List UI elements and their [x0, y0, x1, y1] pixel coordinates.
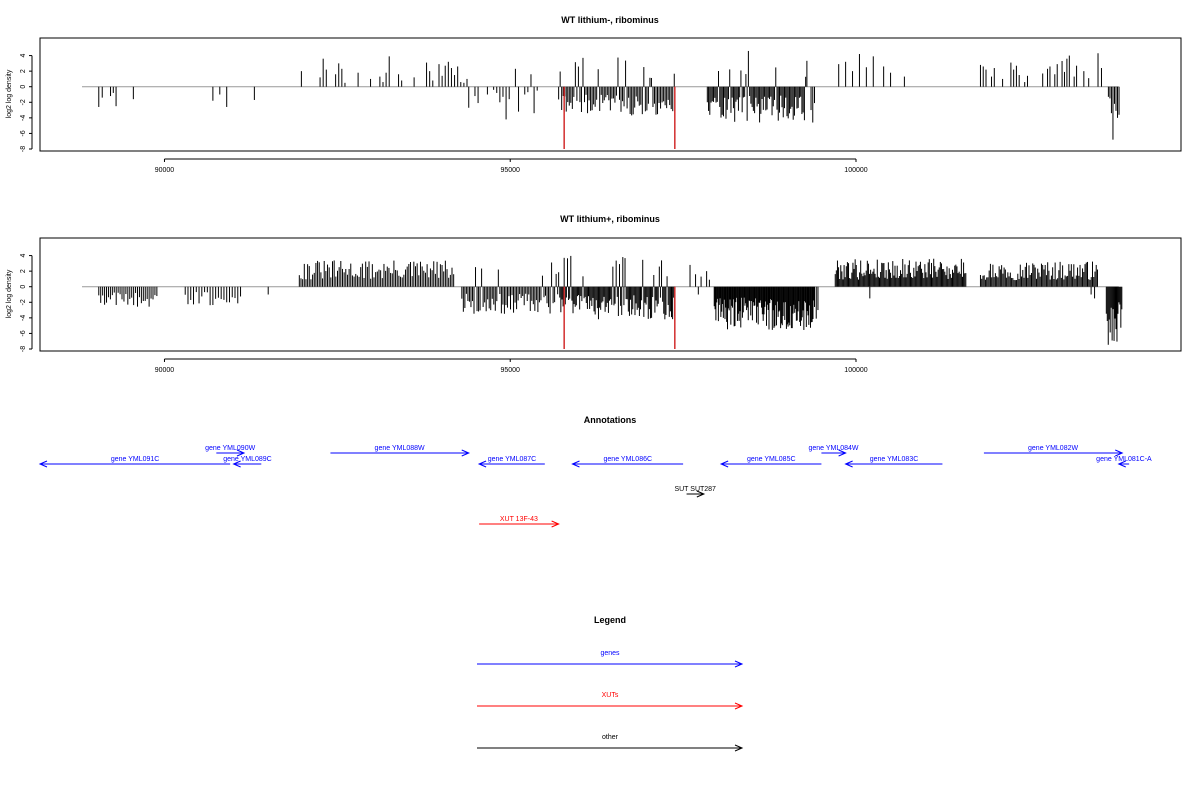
y-tick-label: 2	[20, 69, 27, 73]
feature-arrowhead	[236, 449, 246, 457]
y-tick-label: -2	[20, 99, 27, 105]
legend-item-gene: genes	[477, 650, 744, 668]
feature-arrowhead	[844, 460, 853, 468]
feature-label: gene YML082W	[1028, 445, 1078, 452]
x-tick-label: 90000	[155, 167, 175, 174]
bars-layer	[82, 50, 1120, 149]
feature-label: gene YML083C	[870, 456, 919, 463]
legend-label: other	[602, 734, 619, 741]
feature-arrowhead	[551, 520, 560, 528]
feature-arrowhead	[461, 449, 471, 457]
density-panel-lithium-minus: WT lithium-, ribominus log2 log density …	[6, 15, 1182, 174]
feature-label: gene YML091C	[111, 456, 160, 463]
y-tick-label: 2	[20, 269, 27, 273]
x-tick-label: 100000	[844, 367, 867, 374]
y-axis: 4 2 0 -2 -4 -6 -8	[20, 54, 33, 152]
feature-arrowhead	[734, 702, 744, 710]
legend-label: genes	[600, 650, 620, 657]
annotations-title: Annotations	[584, 415, 637, 425]
y-tick-label: 4	[20, 54, 27, 58]
x-tick-label: 100000	[844, 167, 867, 174]
y-tick-label: -6	[20, 130, 27, 136]
y-axis-label: log2 log density	[6, 69, 13, 118]
annotation-feature: gene YML088W	[330, 445, 471, 457]
annotation-feature: gene YML084W	[808, 445, 859, 457]
legend-item-xut: XUTs	[477, 692, 744, 710]
y-tick-label: -8	[20, 146, 27, 152]
feature-label: gene YML089C	[223, 456, 272, 463]
panel-title: WT lithium+, ribominus	[560, 214, 660, 224]
feature-arrowhead	[696, 490, 706, 498]
annotation-feature: gene YML086C	[571, 456, 684, 468]
legend: Legend genes XUTs other	[477, 615, 744, 752]
plot-frame	[39, 237, 1182, 352]
feature-label: gene YML087C	[488, 456, 537, 463]
annotation-features: gene YML091C gene YML090W gene YML089C gene…	[38, 445, 1152, 528]
panel-title: WT lithium-, ribominus	[561, 15, 659, 25]
feature-arrowhead	[232, 460, 241, 468]
annotation-feature: gene YML081C-A	[1096, 456, 1152, 468]
feature-label: SUT SUT287	[674, 486, 716, 493]
annotation-feature: gene YML085C	[719, 456, 822, 468]
legend-label: XUTs	[602, 692, 619, 699]
feature-label: gene YML088W	[375, 445, 425, 452]
bars-layer	[82, 255, 1123, 349]
x-tick-label: 90000	[155, 367, 175, 374]
feature-arrowhead	[1117, 460, 1126, 468]
feature-arrowhead	[734, 744, 744, 752]
annotation-feature: gene YML082W	[983, 445, 1124, 457]
y-tick-label: -4	[20, 315, 27, 321]
feature-arrowhead	[838, 449, 847, 457]
annotation-feature: XUT 13F-43	[479, 516, 560, 528]
annotation-feature: gene YML090W	[205, 445, 256, 457]
x-tick-label: 95000	[500, 367, 520, 374]
y-tick-label: 4	[20, 254, 27, 258]
annotation-feature: gene YML089C	[223, 456, 272, 468]
feature-label: gene YML081C-A	[1096, 456, 1152, 463]
x-tick-label: 95000	[500, 167, 520, 174]
legend-item-other: other	[477, 734, 744, 752]
feature-arrowhead	[571, 460, 580, 468]
x-axis: 90000 95000 100000	[155, 158, 868, 174]
y-axis-label: log2 log density	[6, 269, 13, 318]
feature-label: XUT 13F-43	[500, 516, 538, 523]
feature-arrowhead	[38, 460, 48, 468]
y-tick-label: 0	[20, 285, 27, 289]
annotation-feature: gene YML091C	[38, 456, 231, 468]
feature-label: gene YML085C	[747, 456, 796, 463]
plot-frame	[39, 37, 1182, 152]
y-tick-label: 0	[20, 85, 27, 89]
y-axis: 4 2 0 -2 -4 -6 -8	[20, 254, 33, 352]
annotation-feature: gene YML083C	[844, 456, 943, 468]
legend-title: Legend	[594, 615, 626, 625]
legend-items: genes XUTs other	[477, 650, 744, 752]
y-tick-label: -2	[20, 299, 27, 305]
feature-label: gene YML090W	[205, 445, 255, 452]
annotation-feature: gene YML087C	[477, 456, 545, 468]
annotation-feature: SUT SUT287	[674, 486, 716, 498]
feature-arrowhead	[1115, 449, 1124, 457]
feature-arrowhead	[719, 460, 729, 468]
y-tick-label: -6	[20, 330, 27, 336]
feature-label: gene YML084W	[808, 445, 858, 452]
feature-arrowhead	[734, 660, 744, 668]
density-panel-lithium-plus: WT lithium+, ribominus log2 log density …	[6, 214, 1182, 374]
feature-label: gene YML086C	[604, 456, 653, 463]
feature-arrowhead	[477, 460, 487, 468]
y-tick-label: -4	[20, 115, 27, 121]
y-tick-label: -8	[20, 346, 27, 352]
x-axis: 90000 95000 100000	[155, 358, 868, 374]
